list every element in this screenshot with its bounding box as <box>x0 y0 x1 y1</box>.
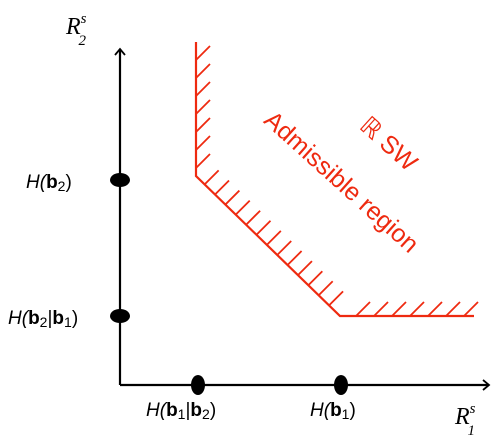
region-boundary <box>194 42 474 318</box>
hatch-mark <box>373 301 389 317</box>
label-h-b2: H(b2) <box>26 172 72 194</box>
hatch-mark <box>318 280 334 296</box>
hatch-mark <box>355 301 371 317</box>
region-label-rsw: ℝ SW <box>354 111 423 177</box>
hatch-mark <box>463 301 479 317</box>
hatch-mark <box>266 230 282 246</box>
hatch-mark <box>391 301 407 317</box>
hatch-mark <box>195 117 211 133</box>
hatch-mark <box>445 301 461 317</box>
label-h-b1: H(b1) <box>310 400 356 422</box>
hatch-mark <box>195 81 211 97</box>
region-label-admissible: Admissible region <box>259 106 424 259</box>
hatch-mark <box>286 250 303 266</box>
hatch-mark <box>328 290 344 306</box>
hatch-mark <box>245 210 261 226</box>
hatch-mark <box>427 301 443 317</box>
hatch-mark <box>195 135 211 151</box>
hatch-mark <box>195 153 211 169</box>
hatch-mark <box>224 189 241 206</box>
hatch-mark <box>297 260 313 276</box>
hatch-mark <box>195 63 211 79</box>
label-h-b2-given-b1: H(b2|b1) <box>8 308 78 330</box>
hatch-mark <box>255 220 272 236</box>
hatch-mark <box>214 179 230 196</box>
hatch-mark <box>307 270 323 286</box>
label-h-b1-given-b2: H(b1|b2) <box>146 400 216 422</box>
hatch-mark <box>195 99 211 115</box>
point-h-b2-given-b1 <box>110 309 130 323</box>
hatch-mark <box>409 301 425 317</box>
region-hatching <box>195 45 479 317</box>
hatch-mark <box>195 45 211 61</box>
point-h-b1 <box>334 375 348 395</box>
point-h-b2 <box>110 173 130 187</box>
hatch-mark <box>204 169 220 186</box>
hatch-mark <box>276 240 292 256</box>
point-h-b1-given-b2 <box>191 375 205 395</box>
hatch-mark <box>235 200 251 216</box>
x-axis-label: Rs 1 <box>454 401 476 436</box>
y-axis-label: Rs 2 <box>65 11 87 49</box>
